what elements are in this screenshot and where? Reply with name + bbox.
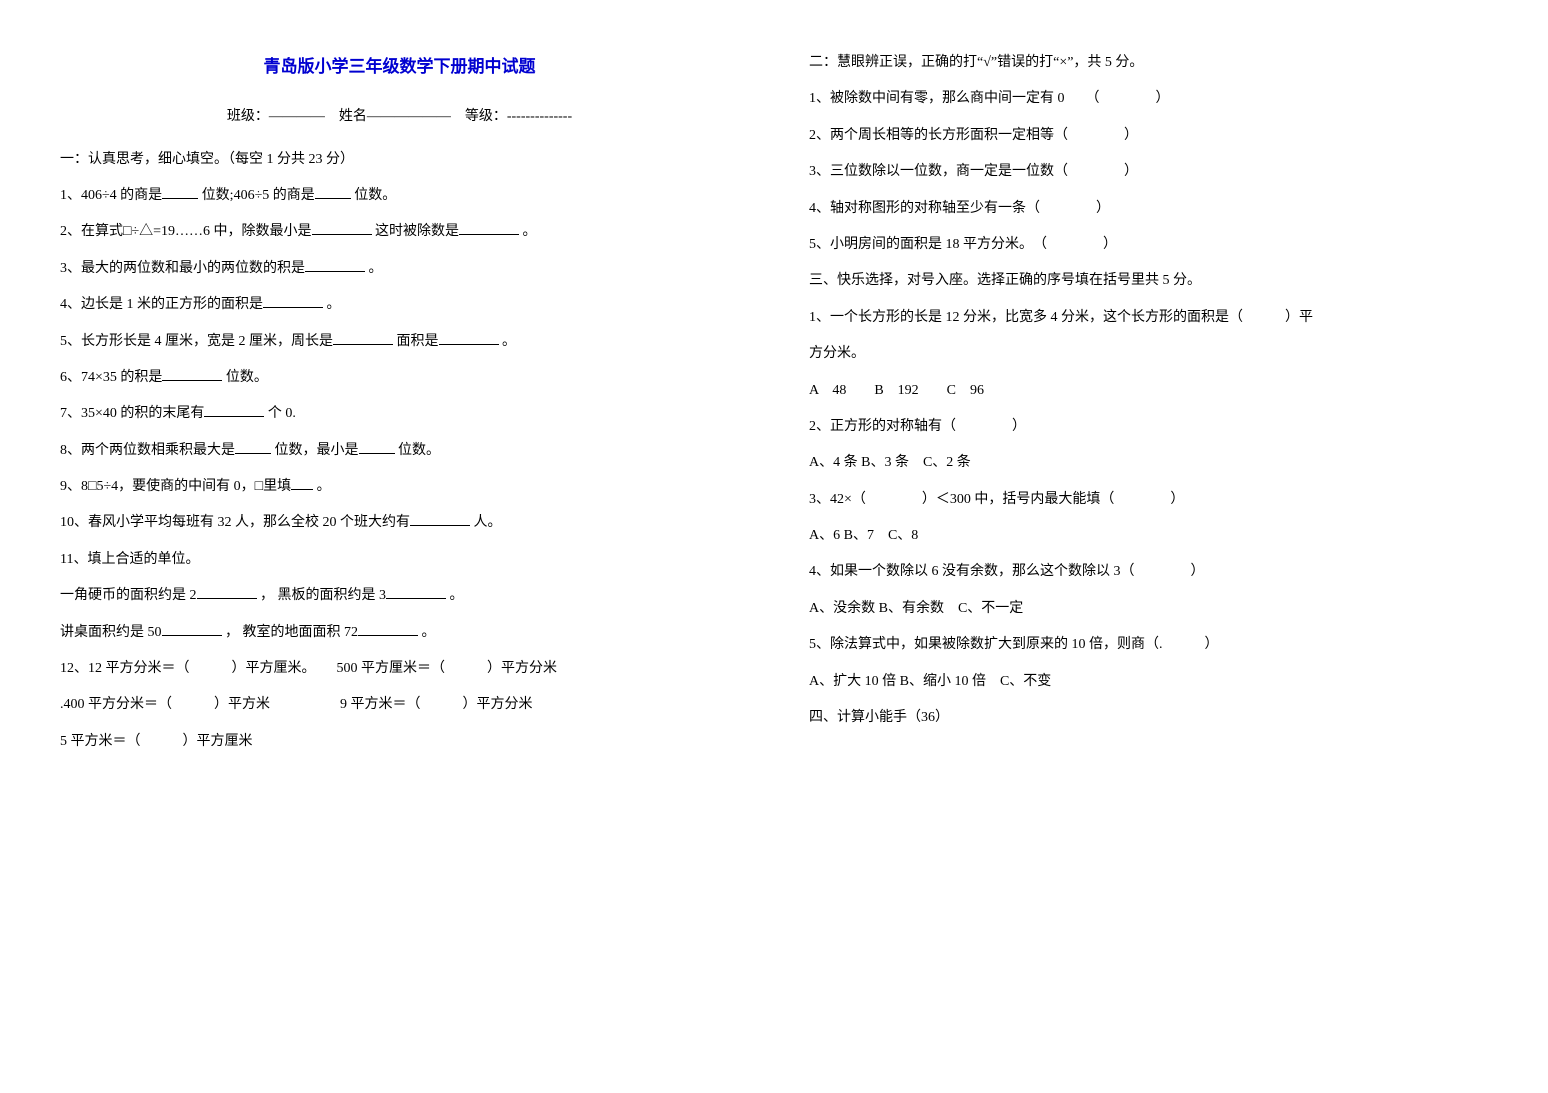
blank bbox=[204, 403, 264, 417]
q9-text-b: 。 bbox=[317, 479, 331, 494]
blank bbox=[359, 440, 395, 454]
q3: 3、最大的两位数和最小的两位数的积是 。 bbox=[60, 251, 739, 287]
s2q3: 3、三位数除以一位数，商一定是一位数（ ） bbox=[809, 154, 1488, 190]
q8-text-a: 8、两个两位数相乘积最大是 bbox=[60, 443, 235, 458]
s3q3-options: A、6 B、7 C、8 bbox=[809, 518, 1488, 554]
blank bbox=[162, 367, 222, 381]
q2: 2、在算式□÷△=19……6 中，除数最小是 这时被除数是 。 bbox=[60, 214, 739, 250]
q11-1c: 。 bbox=[450, 588, 464, 603]
q4: 4、边长是 1 米的正方形的面积是 。 bbox=[60, 287, 739, 323]
q10-text-b: 人。 bbox=[474, 515, 502, 530]
q10-text-a: 10、春风小学平均每班有 32 人，那么全校 20 个班大约有 bbox=[60, 515, 410, 530]
blank bbox=[459, 221, 519, 235]
grade-label: 等级：-------------- bbox=[465, 109, 572, 124]
right-column: 二：慧眼辨正误，正确的打“√”错误的打“×”，共 5 分。 1、被除数中间有零，… bbox=[809, 45, 1488, 1048]
q11: 11、填上合适的单位。 bbox=[60, 542, 739, 578]
q8-text-c: 位数。 bbox=[398, 443, 440, 458]
q8-text-b: 位数，最小是 bbox=[275, 443, 359, 458]
blank bbox=[358, 622, 418, 636]
s3q5: 5、除法算式中，如果被除数扩大到原来的 10 倍，则商（. ） bbox=[809, 627, 1488, 663]
q5: 5、长方形长是 4 厘米，宽是 2 厘米，周长是 面积是 。 bbox=[60, 324, 739, 360]
blank bbox=[162, 185, 198, 199]
section-4-head: 四、计算小能手（36） bbox=[809, 700, 1488, 736]
s3q5-options: A、扩大 10 倍 B、缩小 10 倍 C、不变 bbox=[809, 664, 1488, 700]
info-line: 班级：———— 姓名—————— 等级：-------------- bbox=[60, 99, 739, 135]
section-1-head: 一：认真思考，细心填空。（每空 1 分共 23 分） bbox=[60, 142, 739, 178]
q11-2c: 。 bbox=[422, 625, 436, 640]
q11-1a: 一角硬币的面积约是 2 bbox=[60, 588, 197, 603]
q5-text-c: 。 bbox=[502, 334, 516, 349]
section-3-head: 三、快乐选择，对号入座。选择正确的序号填在括号里共 5 分。 bbox=[809, 263, 1488, 299]
q12-line3: 5 平方米＝（ ）平方厘米 bbox=[60, 724, 739, 760]
q11-1b: ， 黑板的面积约是 3 bbox=[260, 588, 386, 603]
q9-text-a: 9、8□5÷4，要使商的中间有 0，□里填 bbox=[60, 479, 291, 494]
s3q1b: 方分米。 bbox=[809, 336, 1488, 372]
s2q1: 1、被除数中间有零，那么商中间一定有 0 （ ） bbox=[809, 81, 1488, 117]
q6-text-a: 6、74×35 的积是 bbox=[60, 370, 162, 385]
s3q4: 4、如果一个数除以 6 没有余数，那么这个数除以 3（ ） bbox=[809, 554, 1488, 590]
s3q4-options: A、没余数 B、有余数 C、不一定 bbox=[809, 591, 1488, 627]
q8: 8、两个两位数相乘积最大是 位数，最小是 位数。 bbox=[60, 433, 739, 469]
q6-text-b: 位数。 bbox=[226, 370, 268, 385]
blank bbox=[312, 221, 372, 235]
q10: 10、春风小学平均每班有 32 人，那么全校 20 个班大约有 人。 bbox=[60, 505, 739, 541]
q3-text-a: 3、最大的两位数和最小的两位数的积是 bbox=[60, 261, 305, 276]
q7: 7、35×40 的积的末尾有 个 0. bbox=[60, 396, 739, 432]
blank bbox=[439, 331, 499, 345]
q6: 6、74×35 的积是 位数。 bbox=[60, 360, 739, 396]
q1-text-c: 位数。 bbox=[354, 188, 396, 203]
blank bbox=[197, 585, 257, 599]
s2q5: 5、小明房间的面积是 18 平方分米。 （ ） bbox=[809, 227, 1488, 263]
blank bbox=[263, 294, 323, 308]
q9: 9、8□5÷4，要使商的中间有 0，□里填 。 bbox=[60, 469, 739, 505]
blank bbox=[235, 440, 271, 454]
blank bbox=[162, 622, 222, 636]
q2-text-b: 这时被除数是 bbox=[375, 224, 459, 239]
q5-text-a: 5、长方形长是 4 厘米，宽是 2 厘米，周长是 bbox=[60, 334, 333, 349]
q12-line2: .400 平方分米＝（ ）平方米 9 平方米＝（ ）平方分米 bbox=[60, 687, 739, 723]
q12-line1: 12、12 平方分米＝（ ）平方厘米。 500 平方厘米＝（ ）平方分米 bbox=[60, 651, 739, 687]
s3q1-options: A 48 B 192 C 96 bbox=[809, 373, 1488, 409]
blank bbox=[333, 331, 393, 345]
q7-text-a: 7、35×40 的积的末尾有 bbox=[60, 406, 204, 421]
left-column: 青岛版小学三年级数学下册期中试题 班级：———— 姓名—————— 等级：---… bbox=[60, 45, 739, 1048]
q5-text-b: 面积是 bbox=[397, 334, 439, 349]
s2q4: 4、轴对称图形的对称轴至少有一条（ ） bbox=[809, 191, 1488, 227]
blank bbox=[386, 585, 446, 599]
class-label: 班级：———— bbox=[227, 109, 325, 124]
section-2-head: 二：慧眼辨正误，正确的打“√”错误的打“×”，共 5 分。 bbox=[809, 45, 1488, 81]
s3q1: 1、一个长方形的长是 12 分米，比宽多 4 分米，这个长方形的面积是（ ）平 bbox=[809, 300, 1488, 336]
blank bbox=[315, 185, 351, 199]
q11-line1: 一角硬币的面积约是 2 ， 黑板的面积约是 3 。 bbox=[60, 578, 739, 614]
blank bbox=[305, 258, 365, 272]
q2-text-c: 。 bbox=[523, 224, 537, 239]
name-label: 姓名—————— bbox=[339, 109, 451, 124]
q1: 1、406÷4 的商是 位数;406÷5 的商是 位数。 bbox=[60, 178, 739, 214]
q1-text-b: 位数;406÷5 的商是 bbox=[202, 188, 315, 203]
q4-text-a: 4、边长是 1 米的正方形的面积是 bbox=[60, 297, 263, 312]
q1-text-a: 1、406÷4 的商是 bbox=[60, 188, 162, 203]
s2q2: 2、两个周长相等的长方形面积一定相等（ ） bbox=[809, 118, 1488, 154]
s3q2-options: A、4 条 B、3 条 C、2 条 bbox=[809, 445, 1488, 481]
s3q3: 3、42×（ ）＜300 中，括号内最大能填（ ） bbox=[809, 482, 1488, 518]
q11-line2: 讲桌面积约是 50 ， 教室的地面面积 72 。 bbox=[60, 615, 739, 651]
q11-2b: ， 教室的地面面积 72 bbox=[225, 625, 358, 640]
page-title: 青岛版小学三年级数学下册期中试题 bbox=[60, 45, 739, 89]
blank bbox=[291, 476, 313, 490]
q7-text-b: 个 0. bbox=[268, 406, 296, 421]
s3q2: 2、正方形的对称轴有（ ） bbox=[809, 409, 1488, 445]
q2-text-a: 2、在算式□÷△=19……6 中，除数最小是 bbox=[60, 224, 312, 239]
blank bbox=[410, 512, 470, 526]
q11-2a: 讲桌面积约是 50 bbox=[60, 625, 162, 640]
q3-text-b: 。 bbox=[369, 261, 383, 276]
q4-text-b: 。 bbox=[327, 297, 341, 312]
